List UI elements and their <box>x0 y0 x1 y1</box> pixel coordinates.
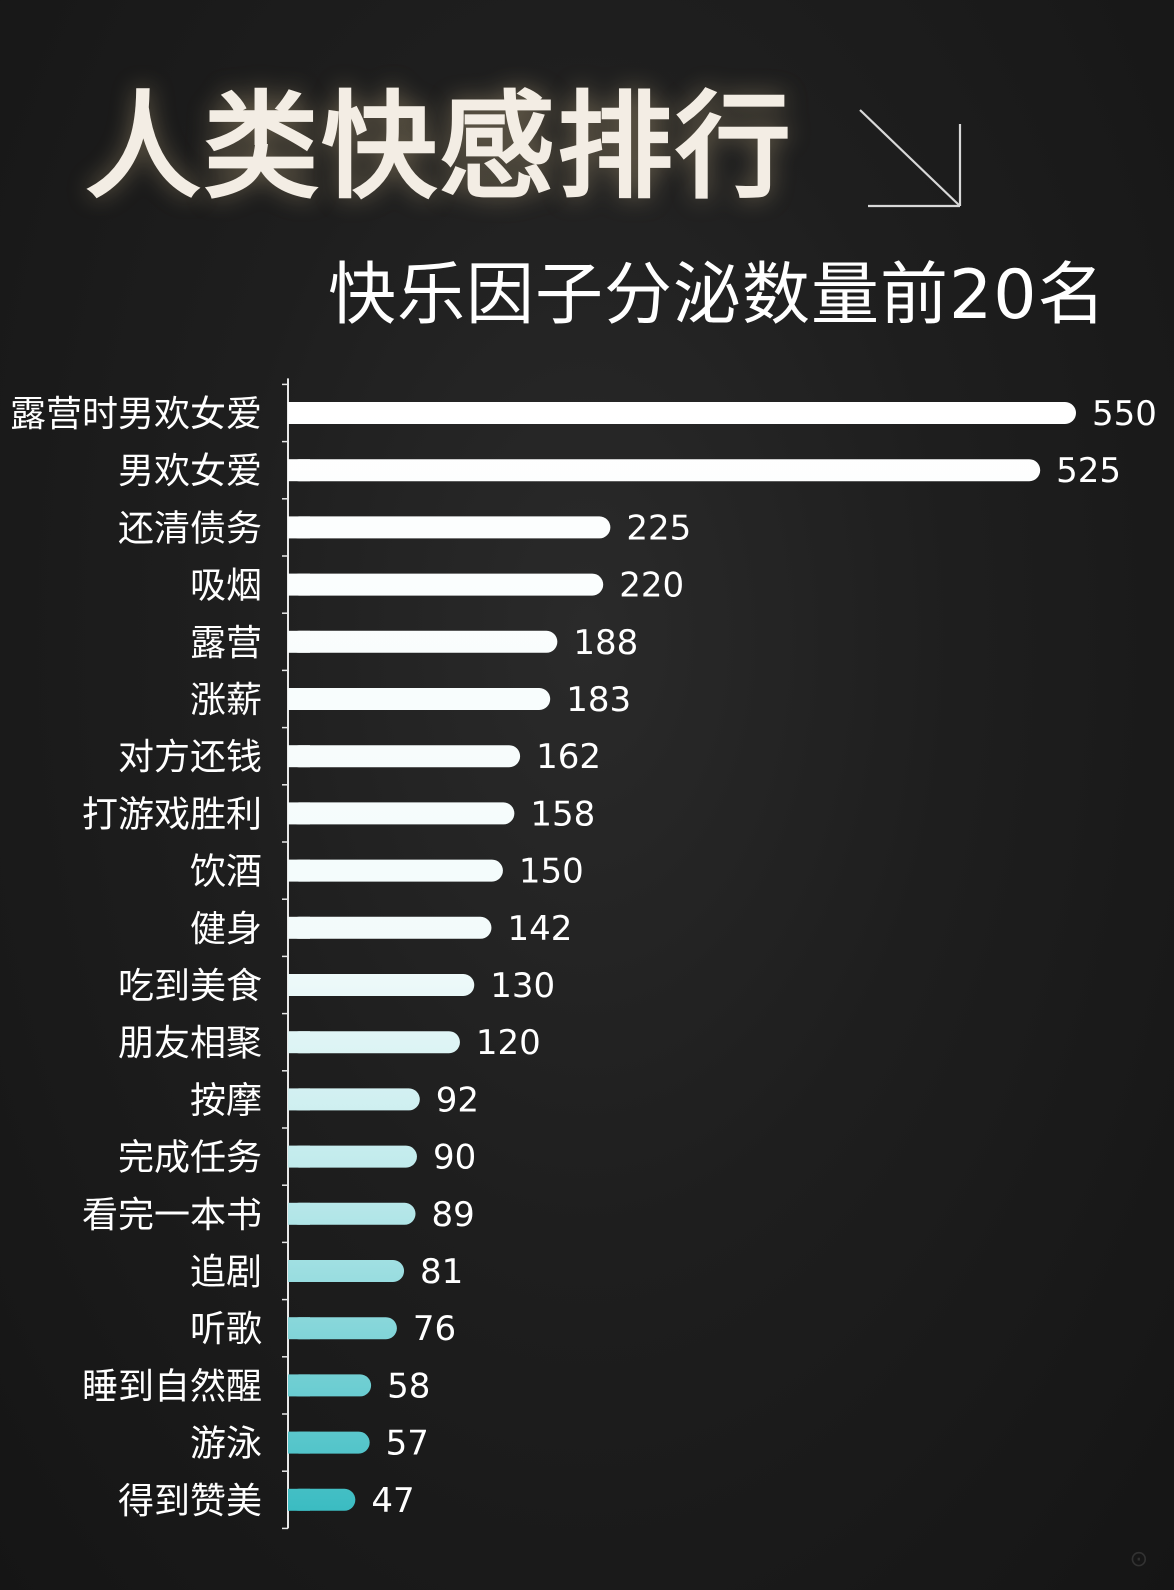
value-label: 158 <box>530 794 595 834</box>
bar-base <box>288 1431 310 1454</box>
category-label: 吃到美食 <box>118 966 262 1007</box>
bar <box>288 1202 416 1225</box>
value-label: 58 <box>387 1366 430 1406</box>
category-label: 按摩 <box>190 1080 262 1121</box>
value-label: 525 <box>1056 451 1121 491</box>
bar <box>288 1260 405 1282</box>
value-label: 47 <box>371 1481 414 1521</box>
value-label: 81 <box>420 1252 463 1292</box>
bar-base <box>288 1260 310 1282</box>
bar-base <box>288 459 310 482</box>
bar-base <box>288 402 310 424</box>
bar-base <box>288 516 310 539</box>
category-label: 露营时男欢女爱 <box>10 394 262 435</box>
value-label: 162 <box>536 737 601 777</box>
value-label: 92 <box>436 1080 479 1120</box>
category-label: 对方还钱 <box>118 737 262 778</box>
bar <box>288 974 475 996</box>
bar-base <box>288 1031 310 1054</box>
bar <box>288 1031 460 1054</box>
bar <box>288 1145 417 1168</box>
chart-subtitle: 快乐因子分泌数量前20名 <box>328 256 1107 335</box>
category-label: 游泳 <box>190 1424 262 1465</box>
bar-base <box>288 1202 310 1225</box>
bar-base <box>288 1488 310 1511</box>
bar <box>288 859 503 882</box>
bar <box>288 573 604 596</box>
category-label: 涨薪 <box>190 680 262 721</box>
value-label: 130 <box>490 966 555 1006</box>
bar-base <box>288 1374 310 1397</box>
category-label: 睡到自然醒 <box>82 1366 262 1407</box>
value-label: 225 <box>626 508 691 548</box>
bar-base <box>288 573 310 596</box>
watermark: ⊙ <box>1129 1547 1148 1572</box>
value-label: 188 <box>573 623 638 663</box>
category-label: 追剧 <box>190 1252 262 1293</box>
bar <box>288 459 1041 482</box>
bar-base <box>288 859 310 882</box>
value-label: 89 <box>432 1195 475 1235</box>
bar <box>288 402 1076 424</box>
bar <box>288 916 492 939</box>
category-label: 健身 <box>190 909 262 950</box>
category-label: 得到赞美 <box>118 1481 262 1522</box>
category-label: 打游戏胜利 <box>82 794 262 835</box>
category-label: 男欢女爱 <box>118 451 262 492</box>
arrow-down-right-icon <box>859 109 962 208</box>
category-label: 饮酒 <box>190 852 262 893</box>
bar <box>288 745 521 768</box>
bar-base <box>288 630 310 653</box>
bar <box>288 630 558 653</box>
bar <box>288 1317 397 1340</box>
category-label: 听歌 <box>190 1309 262 1350</box>
bar <box>288 802 515 825</box>
bar <box>288 516 611 539</box>
category-label: 朋友相聚 <box>118 1023 262 1064</box>
value-label: 57 <box>386 1424 429 1464</box>
value-label: 142 <box>507 909 572 949</box>
value-label: 220 <box>619 566 684 606</box>
bar-base <box>288 1317 310 1340</box>
category-label: 完成任务 <box>118 1138 262 1179</box>
value-label: 183 <box>566 680 631 720</box>
value-label: 76 <box>413 1309 456 1349</box>
bar-base <box>288 1088 310 1111</box>
bar-base <box>288 802 310 825</box>
value-label: 550 <box>1092 394 1157 434</box>
bar-base <box>288 916 310 939</box>
category-label: 看完一本书 <box>82 1195 262 1236</box>
bar-base <box>288 688 310 710</box>
value-label: 150 <box>519 852 584 892</box>
page-title: 人类快感排行 <box>85 80 793 215</box>
bar-base <box>288 974 310 996</box>
value-label: 90 <box>433 1138 476 1178</box>
category-label: 还清债务 <box>118 508 262 549</box>
bar-base <box>288 1145 310 1168</box>
bar <box>288 1088 420 1111</box>
bar-base <box>288 745 310 768</box>
category-label: 吸烟 <box>190 566 262 607</box>
category-label: 露营 <box>190 623 262 664</box>
value-label: 120 <box>476 1023 541 1063</box>
bar <box>288 688 551 710</box>
